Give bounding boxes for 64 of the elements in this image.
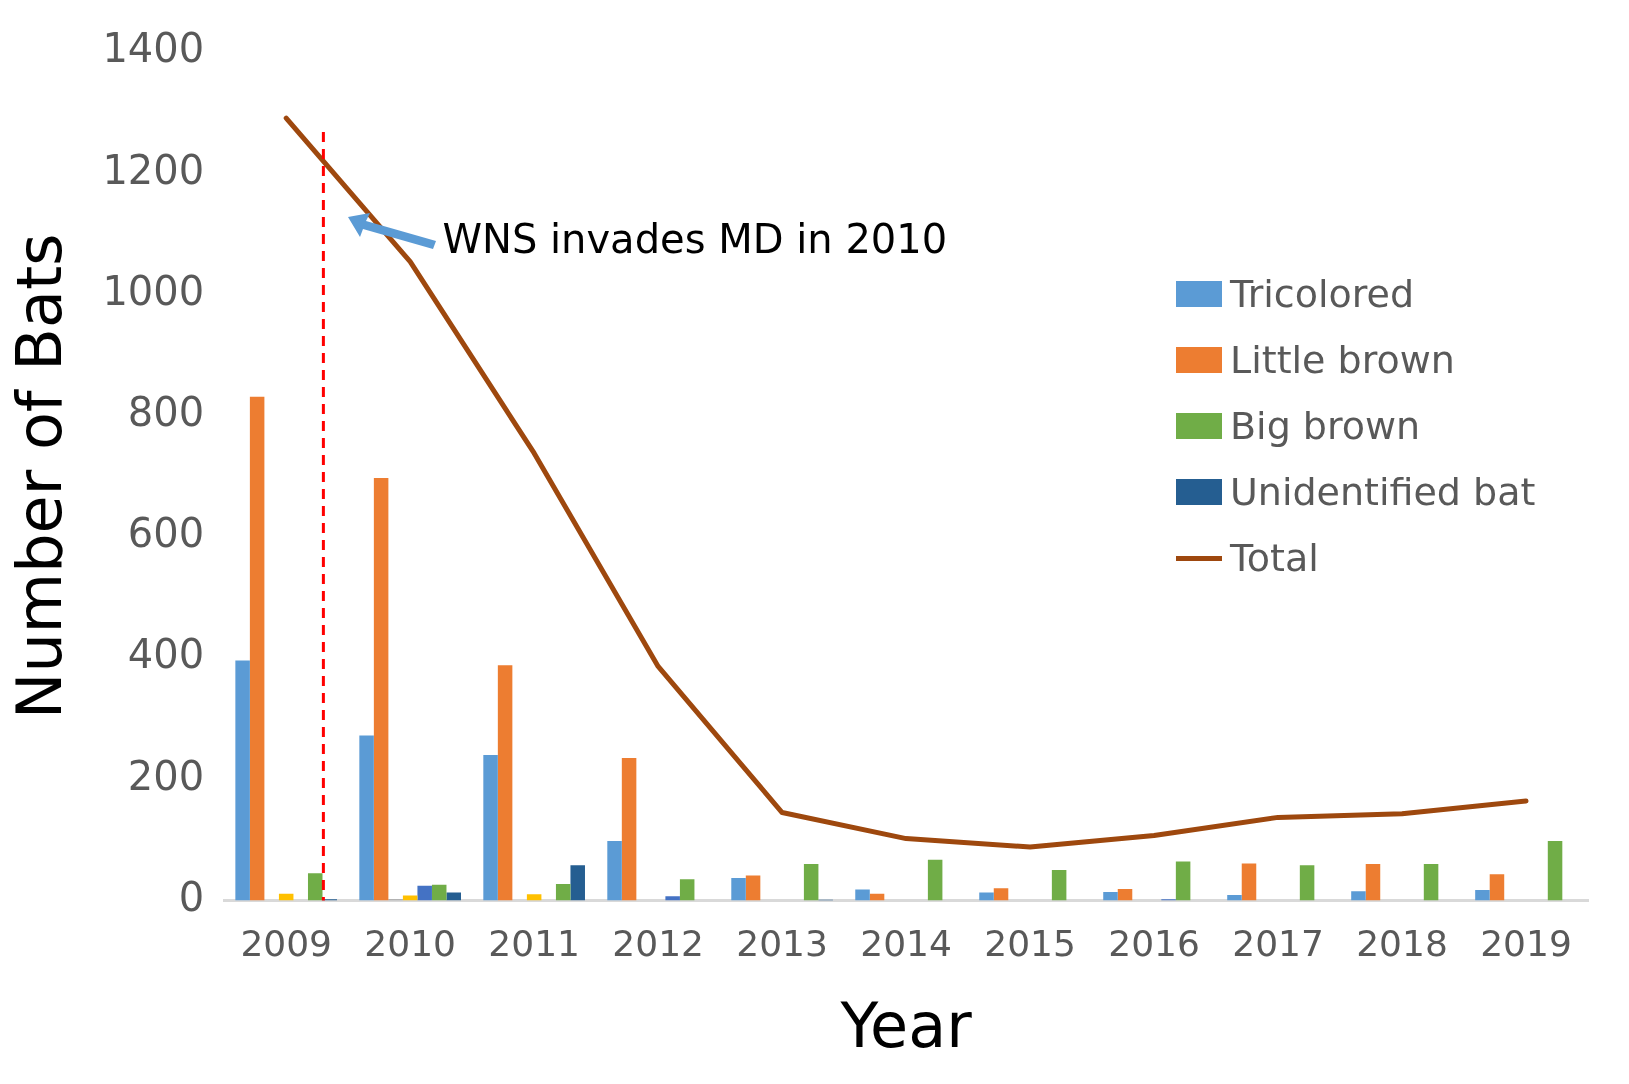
legend-label: Tricolored (1230, 272, 1415, 317)
bar (483, 754, 498, 901)
bar (570, 865, 585, 901)
bar (1351, 891, 1366, 901)
y-tick-label: 1000 (102, 267, 205, 314)
bar (1489, 874, 1505, 901)
bar (731, 877, 746, 901)
x-tick-label: 2009 (240, 923, 332, 965)
y-tick-label: 200 (127, 752, 205, 799)
x-axis-title: Year (839, 988, 973, 1062)
bar (307, 873, 323, 901)
bar (979, 892, 994, 901)
x-tick-label: 2010 (364, 923, 456, 965)
x-tick-label: 2018 (1356, 923, 1448, 965)
bar (1103, 891, 1118, 901)
y-axis-title: Number of Bats (3, 233, 77, 719)
bar (1547, 841, 1563, 901)
bar (1299, 865, 1315, 901)
legend-label: Little brown (1230, 338, 1455, 383)
x-tick-label: 2017 (1232, 923, 1324, 965)
x-tick-label: 2014 (860, 923, 952, 965)
x-tick-label: 2016 (1108, 923, 1200, 965)
bar (1365, 864, 1381, 901)
bar (745, 875, 761, 901)
bar (1117, 888, 1133, 901)
bar (1227, 894, 1242, 901)
x-tick-label: 2019 (1480, 923, 1572, 965)
x-tick-label: 2012 (612, 923, 704, 965)
annotation: WNS invades MD in 2010 (442, 216, 948, 263)
bar (665, 896, 680, 901)
bar (526, 894, 542, 901)
bar (621, 757, 637, 901)
y-tick-label: 600 (127, 510, 205, 557)
y-tick-label: 0 (178, 873, 205, 920)
bar (417, 885, 432, 901)
bar (1423, 864, 1439, 901)
bar (235, 660, 250, 901)
bar (1175, 861, 1191, 901)
bar (855, 889, 870, 901)
bar (555, 884, 571, 901)
x-tick-label: 2011 (488, 923, 580, 965)
x-tick-label: 2015 (984, 923, 1076, 965)
bar (993, 888, 1009, 901)
legend-label: Unidentified bat (1230, 470, 1536, 515)
bar (446, 892, 461, 901)
bar (359, 735, 374, 901)
bar (803, 864, 819, 901)
legend-label: Total (1230, 536, 1319, 581)
y-tick-label: 800 (127, 388, 205, 435)
bar (607, 841, 622, 901)
bar (431, 884, 447, 901)
bar (1051, 870, 1067, 901)
bar (927, 859, 943, 901)
bar (1475, 890, 1490, 901)
bar (679, 879, 695, 901)
bar (497, 665, 513, 901)
bar (373, 478, 389, 901)
y-tick-label: 400 (127, 631, 205, 678)
y-tick-label: 1200 (102, 146, 205, 193)
legend-label: Big brown (1230, 404, 1421, 449)
bar (249, 396, 265, 901)
y-tick-label: 1400 (102, 25, 205, 72)
x-tick-label: 2013 (736, 923, 828, 965)
bar (1241, 863, 1257, 901)
